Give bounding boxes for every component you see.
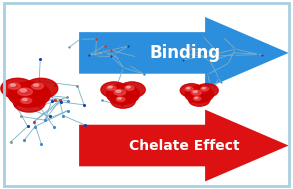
Ellipse shape <box>118 98 122 99</box>
Ellipse shape <box>101 82 127 98</box>
Ellipse shape <box>20 89 27 92</box>
Ellipse shape <box>107 85 139 104</box>
Ellipse shape <box>185 86 213 103</box>
Ellipse shape <box>32 83 43 89</box>
Ellipse shape <box>34 84 39 86</box>
Ellipse shape <box>116 97 125 101</box>
Ellipse shape <box>201 87 209 91</box>
Text: Binding: Binding <box>149 44 220 62</box>
Ellipse shape <box>107 86 116 90</box>
Ellipse shape <box>108 86 112 88</box>
Polygon shape <box>79 110 289 181</box>
Ellipse shape <box>116 90 121 92</box>
Ellipse shape <box>13 93 45 112</box>
Text: Chelate Effect: Chelate Effect <box>129 139 240 153</box>
Polygon shape <box>79 17 289 89</box>
Ellipse shape <box>125 86 134 90</box>
Ellipse shape <box>1 78 35 98</box>
Ellipse shape <box>24 78 58 98</box>
Ellipse shape <box>202 88 205 89</box>
Ellipse shape <box>192 90 201 95</box>
Ellipse shape <box>18 88 33 95</box>
Ellipse shape <box>8 82 50 107</box>
Ellipse shape <box>193 97 201 101</box>
Ellipse shape <box>111 94 135 108</box>
Ellipse shape <box>11 84 16 86</box>
Ellipse shape <box>119 82 145 98</box>
Ellipse shape <box>127 86 130 88</box>
Ellipse shape <box>21 98 32 103</box>
Ellipse shape <box>193 91 197 93</box>
Ellipse shape <box>180 84 203 97</box>
Ellipse shape <box>114 89 125 95</box>
Ellipse shape <box>185 87 193 91</box>
Ellipse shape <box>195 97 198 99</box>
Ellipse shape <box>23 98 27 101</box>
Ellipse shape <box>189 94 210 106</box>
Ellipse shape <box>8 83 20 89</box>
Ellipse shape <box>196 84 218 97</box>
Ellipse shape <box>187 88 190 89</box>
